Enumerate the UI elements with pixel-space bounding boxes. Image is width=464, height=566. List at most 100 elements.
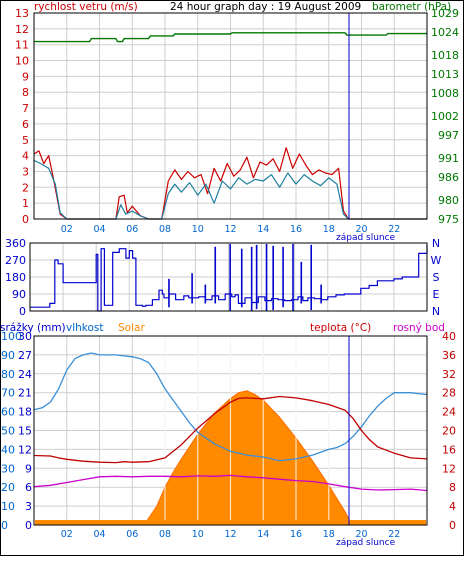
rain-tick-0: 0 [25,519,32,532]
temperature-tick-24: 24 [442,406,456,419]
direction-compass-2: S [433,271,440,284]
climate-hour-label-02: 02 [61,529,73,540]
rain-tick-3: 3 [25,500,32,513]
wind-tick-4: 4 [22,150,29,163]
wind-hour-label-12: 12 [224,224,236,235]
direction-degree-360: 360 [5,237,26,250]
humidity-tick-70: 70 [1,387,15,400]
climate-hour-label-10: 10 [192,529,204,540]
direction-plot-frame [29,242,428,312]
rain-tick-27: 27 [18,349,32,362]
wind-tick-13: 13 [15,7,29,20]
rain-tick-6: 6 [25,481,32,494]
pressure-tick-1002: 1002 [431,110,459,123]
humidity-tick-0: 0 [1,519,8,532]
direction-degree-90: 90 [12,288,26,301]
direction-degree-0: 0 [19,305,26,318]
wind-hour-label-08: 08 [159,224,171,235]
wind-tick-11: 11 [15,39,29,52]
wind-hour-labels: 02 04 06 08 10 12 14 16 18 20 22 [61,224,401,235]
humidity-tick-60: 60 [1,406,15,419]
wind-tick-9: 9 [22,70,29,83]
rain-tick-18: 18 [18,406,32,419]
pressure-tick-997: 997 [438,129,459,142]
direction-degree-180: 180 [5,271,26,284]
temperature-tick-40: 40 [442,330,456,343]
climate-hour-label-06: 06 [126,529,138,540]
temperature-tick-8: 8 [449,481,456,494]
pressure-axis-label: barometr (hPa) [372,1,451,13]
temperature-axis-label: teplota (°C) [310,322,371,334]
temperature-tick-28: 28 [442,387,456,400]
climate-series-group [33,336,428,526]
rain-tick-9: 9 [25,462,32,475]
pressure-tick-986: 986 [438,171,459,184]
wind-hour-label-10: 10 [192,224,204,235]
pressure-tick-labels: 1029 1024 1018 1013 1008 1002 997 991 986 980 975 [431,7,459,226]
temperature-tick-12: 12 [442,462,456,475]
wind-hour-label-02: 02 [61,224,73,235]
wind-tick-7: 7 [22,102,29,115]
humidity-tick-50: 50 [1,425,15,438]
pressure-tick-1024: 1024 [431,26,459,39]
wind-tick-8: 8 [22,86,29,99]
wind-tick-0: 0 [22,213,29,226]
sunset-label: západ slunce [336,233,396,243]
direction-compass-3: E [433,288,440,301]
humidity-line [33,352,428,462]
humidity-tick-20: 20 [1,481,15,494]
direction-degree-labels: 360 270 180 90 0 [5,237,26,318]
humidity-tick-80: 80 [1,368,15,381]
temperature-tick-0: 0 [449,519,456,532]
pressure-line [34,32,427,43]
wind-hour-label-04: 04 [93,224,105,235]
wind-grid [34,13,427,219]
pressure-tick-1029: 1029 [431,7,459,20]
climate-hour-label-14: 14 [257,529,269,540]
rain-tick-21: 21 [18,387,32,400]
climate-hour-label-08: 08 [159,529,171,540]
rain-tick-15: 15 [18,425,32,438]
direction-line [30,244,428,312]
wind-pressure-panel: rychlost vetru (m/s) 24 hour graph day :… [15,1,459,243]
humidity-tick-100: 100 [1,330,22,343]
rain-tick-12: 12 [18,443,32,456]
wind-hour-label-06: 06 [126,224,138,235]
temperature-tick-4: 4 [449,500,456,513]
temperature-tick-20: 20 [442,425,456,438]
temperature-tick-36: 36 [442,349,456,362]
sunset-label-2: západ slunce [336,538,396,548]
solar-axis-label: Solar [118,322,145,334]
climate-hour-label-12: 12 [224,529,236,540]
pressure-tick-980: 980 [438,194,459,207]
pressure-tick-991: 991 [438,152,459,165]
climate-hour-label-18: 18 [323,529,335,540]
climate-hour-label-16: 16 [290,529,302,540]
direction-degree-270: 270 [5,254,26,267]
temperature-line [33,395,428,464]
wind-tick-6: 6 [22,118,29,131]
temperature-tick-16: 16 [442,443,456,456]
rain-tick-30: 30 [18,330,32,343]
humidity-tick-40: 40 [1,443,15,456]
wind-hour-label-16: 16 [290,224,302,235]
wind-hour-label-14: 14 [257,224,269,235]
wind-hour-label-20: 20 [355,224,367,235]
wind-tick-12: 12 [15,23,29,36]
direction-compass-0: N [432,237,440,250]
wind-plot-frame [33,12,428,220]
dew-point-line [33,474,428,492]
climate-hour-label-04: 04 [93,529,105,540]
humidity-axis-label: vlhkost [66,322,104,334]
climate-hour-label-20: 20 [355,529,367,540]
rain-axis-label: srážky (mm) [0,322,66,334]
wind-tick-3: 3 [22,165,29,178]
wind-hour-label-18: 18 [323,224,335,235]
climate-plot-frame [33,335,428,526]
temperature-tick-32: 32 [442,368,456,381]
